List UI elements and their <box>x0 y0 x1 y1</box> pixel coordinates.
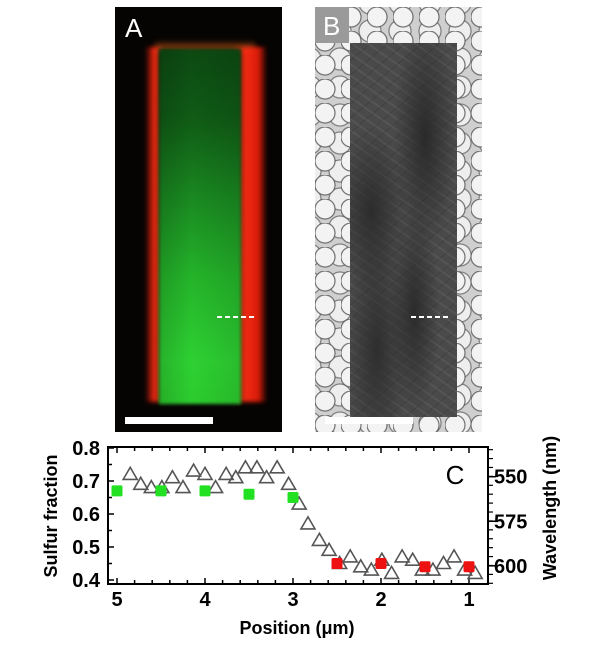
ribbon-top-edge <box>155 43 255 53</box>
square-marker <box>155 485 167 497</box>
triangle-marker <box>311 531 328 547</box>
triangle-marker <box>393 548 411 563</box>
y-tick-label: 0.5 <box>72 537 100 559</box>
y-tick-label: 0.4 <box>72 570 101 592</box>
triangle-marker <box>445 548 463 563</box>
linescan-dashed-line <box>217 316 257 318</box>
nanoribbon-tem <box>350 43 457 417</box>
axis-ticks: 5 4 3 2 1 0.4 0.5 0.6 0.7 0.8 550 575 600 <box>72 438 527 611</box>
panel-label-b: B <box>323 11 341 41</box>
panel-label-b-box: B <box>315 7 349 43</box>
panel-label-a: A <box>125 13 143 43</box>
triangle-marker <box>237 459 254 474</box>
triangle-marker <box>268 459 286 474</box>
panel-label-c: C <box>446 460 465 490</box>
square-marker <box>111 485 123 497</box>
triangle-marker <box>466 564 484 580</box>
x-tick-label: 1 <box>463 589 474 611</box>
triangle-marker <box>248 459 266 474</box>
triangle-marker <box>132 475 150 491</box>
triangle-marker <box>320 541 338 557</box>
triangle-marker <box>352 558 370 573</box>
triangle-marker <box>174 479 192 494</box>
x-tick-label: 3 <box>287 589 298 611</box>
square-marker <box>199 485 211 497</box>
y-axis-title: Sulfur fraction <box>41 454 61 577</box>
panel-b-tem-image: B <box>315 7 482 432</box>
triangle-marker <box>217 465 235 481</box>
data-markers <box>111 459 484 580</box>
y2-tick-label: 600 <box>494 556 527 578</box>
ribbon-green-core <box>159 49 241 404</box>
x-tick-label: 2 <box>375 589 386 611</box>
triangle-marker <box>299 515 317 530</box>
triangle-marker <box>362 561 380 576</box>
square-marker <box>419 561 431 573</box>
y2-tick-label: 550 <box>494 467 527 489</box>
triangle-marker <box>280 475 297 491</box>
triangle-marker <box>207 479 224 494</box>
triangle-marker <box>258 469 275 484</box>
triangle-marker <box>185 462 202 477</box>
triangle-marker <box>341 548 359 563</box>
triangle-marker <box>142 479 160 494</box>
triangle-marker <box>121 465 139 481</box>
plot-frame <box>107 446 489 585</box>
triangle-marker <box>227 469 245 484</box>
x-axis-title: Position (μm) <box>239 618 354 638</box>
square-marker <box>287 492 299 503</box>
ribbon-left-red-edge <box>145 47 163 402</box>
x-tick-label: 5 <box>111 589 122 611</box>
panel-c-chart: 5 4 3 2 1 0.4 0.5 0.6 0.7 0.8 550 575 600 C Position… <box>41 436 560 638</box>
y2-axis-title: Wavelength (nm) <box>540 436 560 580</box>
triangle-marker <box>164 469 181 484</box>
y-tick-label: 0.6 <box>72 504 100 526</box>
y-tick-label: 0.7 <box>72 471 100 493</box>
square-marker <box>243 488 255 500</box>
square-marker <box>463 561 475 573</box>
triangle-marker <box>290 495 308 510</box>
x-tick-label: 4 <box>199 589 211 611</box>
square-marker <box>331 558 343 569</box>
scale-bar <box>325 417 413 424</box>
y-tick-label: 0.8 <box>72 438 100 460</box>
panel-a-fluorescence-image: A <box>115 7 282 432</box>
scale-bar <box>125 417 213 424</box>
y2-tick-label: 575 <box>494 511 527 533</box>
linescan-dashed-line <box>411 316 449 318</box>
triangle-marker <box>196 465 214 481</box>
core-shading <box>159 49 241 404</box>
triangle-marker <box>404 551 422 567</box>
square-marker <box>375 558 387 569</box>
triangle-marker <box>383 564 400 580</box>
